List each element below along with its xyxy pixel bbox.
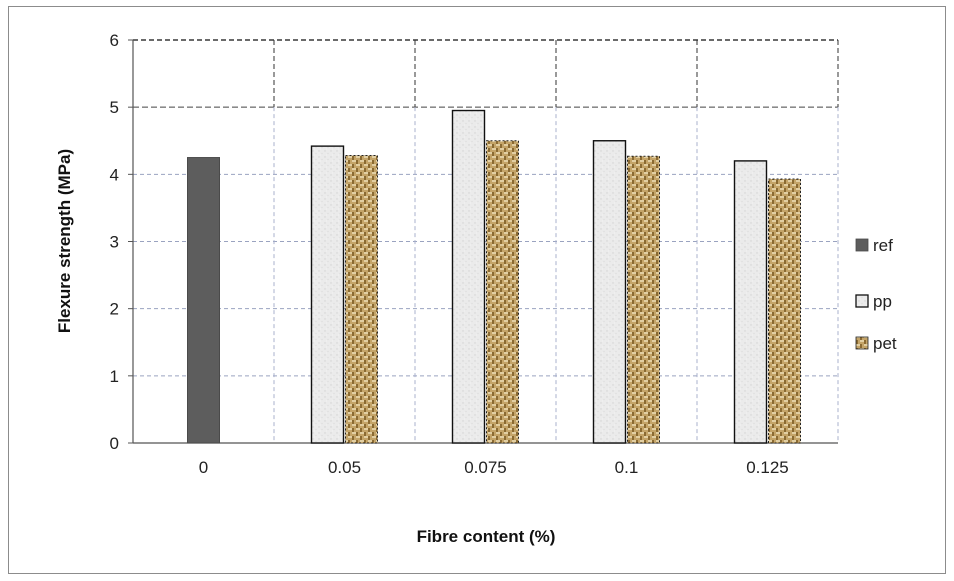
y-tick-label-3: 3 xyxy=(110,233,119,252)
bars xyxy=(187,109,801,444)
x-tick-label-1: 0.05 xyxy=(328,458,361,477)
axes xyxy=(128,39,838,444)
y-tick-label-4: 4 xyxy=(110,165,119,184)
y-tick-label-0: 0 xyxy=(110,434,119,453)
bar-pp-0_125 xyxy=(733,160,768,444)
y-tick-label-6: 6 xyxy=(110,31,119,50)
x-tick-label-4: 0.125 xyxy=(746,458,789,477)
y-axis-label: Flexure strength (MPa) xyxy=(55,149,74,333)
x-tick-label-0: 0 xyxy=(199,458,208,477)
y-tick-labels: 0 1 2 3 4 5 6 xyxy=(110,31,119,453)
bar-pet-0_05 xyxy=(345,155,378,444)
bar-pp-0_1 xyxy=(592,140,627,444)
bar-pet-0_1 xyxy=(627,155,660,444)
grid xyxy=(133,39,839,443)
bar-ref-0 xyxy=(187,157,220,444)
legend-swatch-pp xyxy=(855,294,869,308)
x-tick-label-3: 0.1 xyxy=(615,458,639,477)
x-tick-label-2: 0.075 xyxy=(464,458,507,477)
x-tick-labels: 0 0.05 0.075 0.1 0.125 xyxy=(199,458,789,477)
y-tick-label-2: 2 xyxy=(110,300,119,319)
bar-pet-0_125 xyxy=(768,178,801,444)
x-axis-label: Fibre content (%) xyxy=(417,527,556,546)
y-tick-label-1: 1 xyxy=(110,367,119,386)
bar-pet-0_075 xyxy=(486,140,519,444)
legend-label-pet: pet xyxy=(873,334,897,353)
y-tick-label-5: 5 xyxy=(110,98,119,117)
legend: ref pp pet xyxy=(855,236,897,353)
bar-pp-0_075 xyxy=(451,109,486,444)
legend-swatch-pet xyxy=(855,336,869,350)
bar-pp-0_05 xyxy=(310,145,345,444)
legend-label-pp: pp xyxy=(873,292,892,311)
legend-swatch-ref xyxy=(855,238,869,252)
legend-label-ref: ref xyxy=(873,236,893,255)
